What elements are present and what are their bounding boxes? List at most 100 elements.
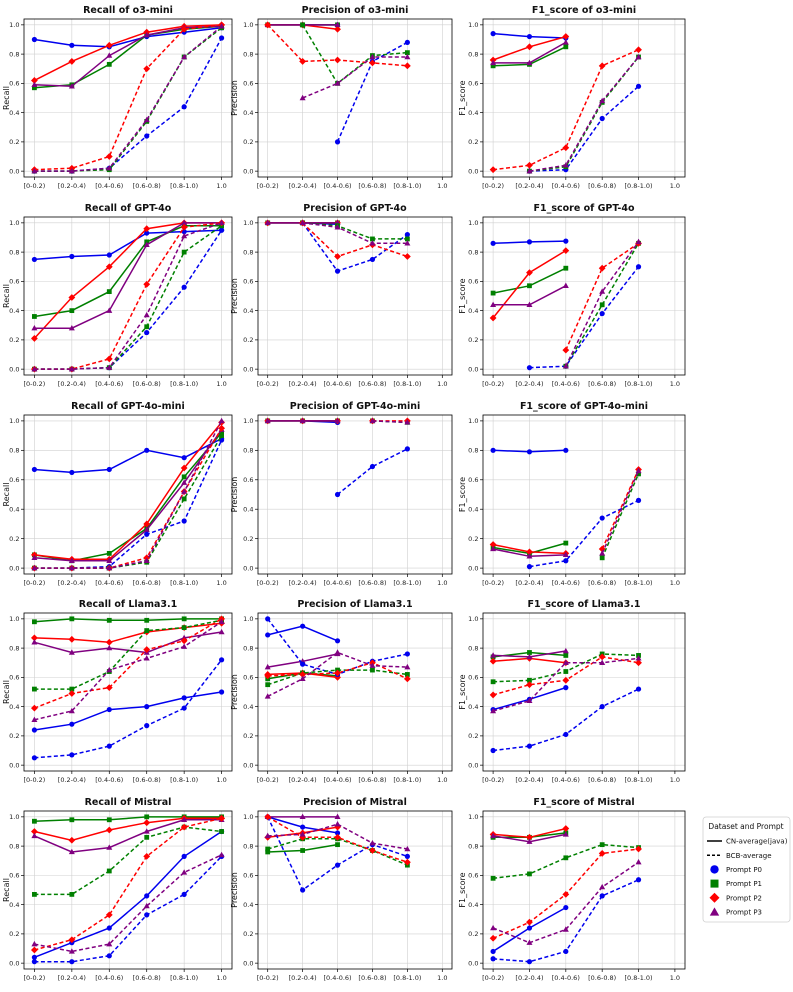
plot-frame	[257, 612, 453, 772]
data-point-p1-bcb	[404, 50, 410, 56]
data-point-p0-cn	[526, 239, 533, 245]
legend-item-cn: CN-average(java)	[707, 838, 788, 846]
data-point-p0-bcb	[599, 704, 605, 710]
data-point-p3-cn	[526, 301, 533, 307]
data-point-p1-bcb	[636, 471, 641, 477]
data-point-p2-bcb	[31, 704, 38, 712]
series-line-p3-bcb	[267, 651, 408, 698]
x-tick-label: [0.6-0.8)	[133, 776, 161, 784]
data-point-p3-cn	[181, 219, 188, 226]
data-point-p2-bcb	[143, 646, 151, 653]
y-tick-label: 0.0	[9, 564, 19, 572]
x-tick-label: [0-0.2)	[482, 579, 504, 587]
data-point-p2-bcb	[562, 144, 570, 152]
y-tick-label: 1.0	[243, 417, 253, 425]
series-line-p3-bcb	[302, 222, 408, 245]
data-point-p0-cn	[144, 704, 150, 710]
data-point-p1-bcb	[181, 496, 187, 502]
y-tick-label: 0.2	[468, 336, 478, 344]
data-point-p2-cn	[105, 826, 113, 834]
x-tick-label: [0.4-0.6)	[552, 182, 580, 190]
y-tick-label: 0.0	[243, 761, 253, 769]
y-tick-label: 0.2	[243, 732, 253, 740]
data-point-p1-bcb	[404, 236, 410, 242]
series-line-p2-cn	[34, 421, 223, 561]
x-tick-label: [0.4-0.6)	[552, 776, 580, 784]
data-point-p2-bcb	[334, 669, 341, 677]
panel-title: Recall of GPT-4o	[85, 203, 172, 214]
y-tick-label: 0.6	[9, 80, 19, 88]
data-point-p0-bcb	[526, 959, 533, 965]
series-line-p1-bcb	[301, 24, 408, 85]
x-tick-label: [0.2-0.4)	[58, 380, 86, 388]
x-tick-label: [0.4-0.6)	[323, 380, 351, 388]
data-point-p0-cn	[31, 36, 37, 43]
data-point-p0-cn	[490, 447, 496, 453]
y-tick-label: 0.2	[468, 138, 478, 146]
data-point-p2-bcb	[180, 223, 188, 231]
data-point-p2-bcb	[218, 814, 225, 822]
data-point-p0-bcb	[563, 731, 569, 738]
y-tick-label: 0.6	[468, 872, 478, 880]
data-point-p3-cn	[526, 653, 533, 660]
plot-frame	[23, 216, 233, 376]
y-tick-label: 0.2	[243, 930, 253, 938]
y-tick-label: 1.0	[9, 813, 19, 821]
data-point-p1-cn	[335, 842, 340, 848]
x-tick-label: [0.4-0.6)	[552, 974, 580, 982]
data-point-p2-bcb	[635, 46, 642, 54]
data-point-p0-bcb	[334, 491, 341, 498]
y-tick-label: 0.8	[468, 644, 478, 652]
data-point-p0-cn	[69, 721, 75, 727]
data-point-p1-cn	[32, 314, 37, 319]
x-tick-label: [0-0.2)	[23, 974, 45, 982]
series-line-p3-bcb	[267, 823, 408, 850]
data-point-p0-bcb	[490, 956, 496, 962]
y-tick-label: 0.0	[9, 761, 19, 769]
data-point-p2-bcb	[526, 681, 533, 689]
y-tick-label: 1.0	[9, 417, 19, 425]
data-point-p3-bcb	[143, 116, 150, 123]
data-point-p3-cn	[562, 831, 569, 837]
data-point-p3-bcb	[181, 643, 188, 649]
data-point-p0-bcb	[69, 752, 75, 758]
data-point-p2-bcb	[598, 62, 606, 70]
data-point-p3-bcb	[264, 693, 271, 699]
legend-box	[702, 816, 791, 923]
data-point-p3-cn	[106, 844, 113, 850]
series-line-p0-bcb	[34, 855, 223, 963]
data-point-p0-cn	[490, 240, 496, 246]
x-tick-label: [0.4-0.6)	[552, 579, 580, 587]
y-tick-label: 1.0	[243, 813, 253, 821]
x-tick-label: [0.8-1.0)	[393, 579, 421, 587]
x-tick-label: [0-0.2)	[23, 182, 45, 190]
legend-marker-square	[710, 879, 719, 888]
series-line-p0-bcb	[34, 439, 223, 569]
data-point-p0-cn	[181, 695, 187, 701]
data-point-p0-bcb	[219, 227, 225, 233]
data-point-p0-bcb	[599, 893, 605, 899]
data-point-p1-bcb	[144, 324, 150, 330]
data-point-p2-bcb	[598, 653, 606, 661]
data-point-p3-cn	[68, 83, 75, 89]
y-tick-label: 1.0	[9, 219, 19, 227]
data-point-p3-cn	[181, 479, 188, 485]
data-point-p1-bcb	[181, 625, 187, 631]
data-point-p3-cn	[31, 832, 38, 839]
y-tick-label: 0.0	[243, 564, 253, 572]
y-tick-label: 0.4	[468, 109, 478, 117]
x-tick-label: [0.8-1.0)	[624, 182, 652, 190]
data-point-p0-bcb	[490, 747, 496, 754]
data-point-p3-cn	[526, 59, 533, 66]
data-point-p3-bcb	[68, 707, 75, 714]
data-point-p3-bcb	[526, 697, 533, 703]
series-line-p1-bcb	[601, 473, 640, 559]
x-tick-label: [0.4-0.6)	[95, 579, 123, 587]
x-tick-label: [0.8-1.0)	[393, 380, 421, 388]
data-point-p3-cn	[143, 526, 150, 533]
x-tick-label: [0.6-0.8)	[133, 182, 161, 190]
data-point-p3-bcb	[181, 53, 188, 60]
data-point-p3-bcb	[299, 94, 306, 101]
x-tick-label: [0.2-0.4)	[515, 579, 543, 587]
x-tick-label: 1.0	[670, 182, 680, 190]
